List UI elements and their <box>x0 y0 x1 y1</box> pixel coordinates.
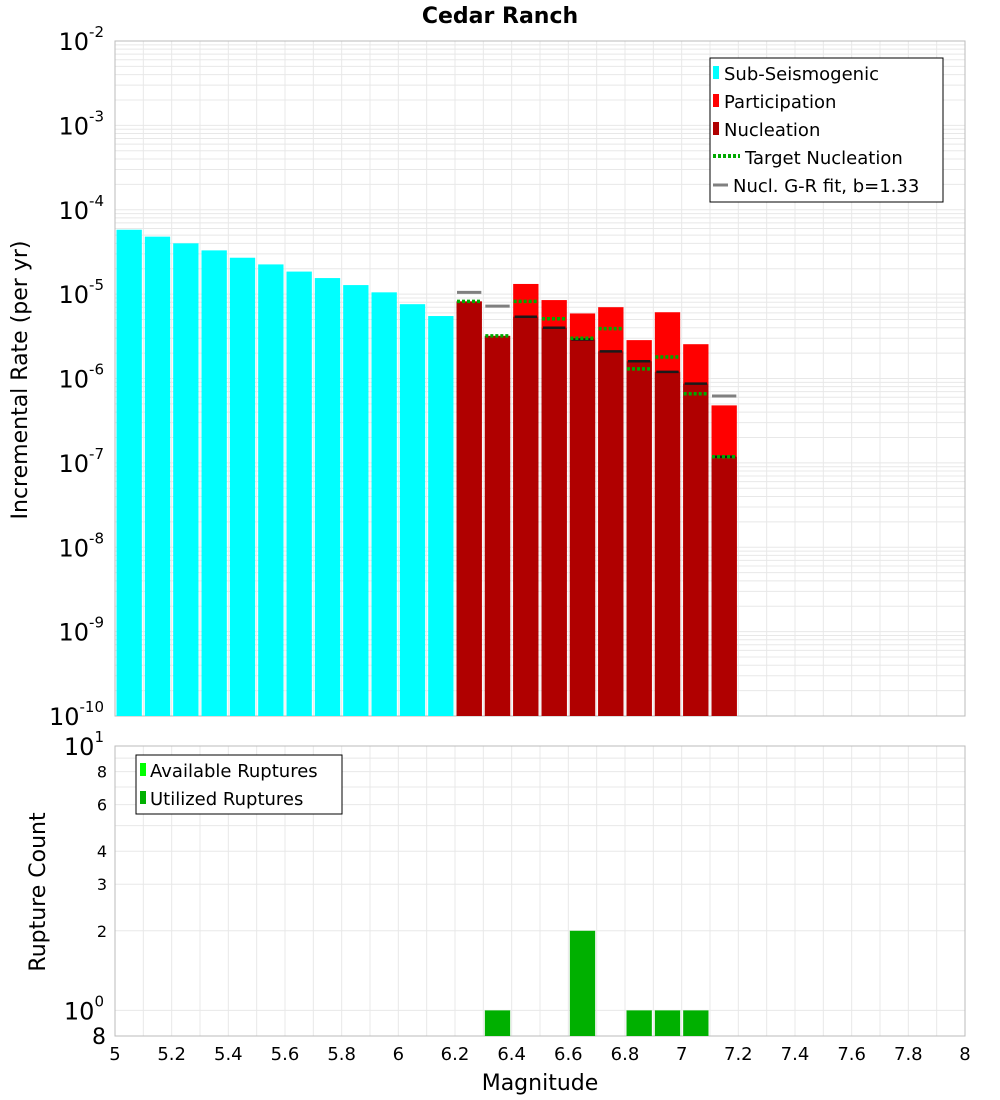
sub-seismogenic-bar <box>229 257 256 716</box>
top-plot-area <box>114 40 966 717</box>
x-tick-label: 7.6 <box>837 1044 866 1065</box>
utilized-ruptures-bar <box>484 1010 511 1036</box>
x-axis-label: Magnitude <box>482 1071 599 1096</box>
top-y-tick-label: 10-6 <box>58 361 104 394</box>
top-legend-frame <box>709 57 944 203</box>
top-y-tick-label: 10-2 <box>58 23 104 56</box>
legend-utilized-label: Utilized Ruptures <box>150 789 303 810</box>
x-tick-label: 7 <box>676 1044 687 1065</box>
top-y-tick-label: 10-9 <box>58 614 104 647</box>
bottom-legend-frame <box>135 754 343 815</box>
top-y-tick-label: 10-7 <box>58 445 104 478</box>
top-y-ticks: 10-2 10-3 10-4 10-5 10-6 10-7 10-8 10-9 10-10 <box>49 23 104 731</box>
legend-sub-seismogenic-label: Sub-Seismogenic <box>724 64 879 85</box>
top-bars <box>116 229 737 717</box>
top-legend: Sub-Seismogenic Participation Nucleation… <box>709 57 944 203</box>
nucleation-bar <box>711 456 737 716</box>
sub-seismogenic-bar <box>144 236 171 716</box>
sub-seismogenic-bar <box>428 316 454 716</box>
sub-seismogenic-bar <box>399 304 426 716</box>
bottom-y-tick-label: 2 <box>97 922 107 941</box>
nucleation-bar <box>569 339 596 716</box>
top-y-tick-label: 10-5 <box>58 276 104 309</box>
x-ticks: 5 5.2 5.4 5.6 5.8 6 6.2 6.4 6.6 6.8 7 7.2 7.4 7.6 7.8 8 <box>109 1044 970 1065</box>
top-fit-lines <box>457 290 737 459</box>
nucleation-bar <box>513 316 539 716</box>
sub-seismogenic-bar <box>116 229 142 717</box>
nucleation-bar <box>541 327 567 716</box>
legend-gr-fit-label: Nucl. G-R fit, b=1.33 <box>733 176 919 197</box>
sub-seismogenic-bar <box>314 278 341 716</box>
x-tick-label: 6.6 <box>554 1044 583 1065</box>
x-tick-label: 5.8 <box>327 1044 356 1065</box>
top-y-axis-label: Incremental Rate (per yr) <box>8 241 33 520</box>
bottom-y-tick-label: 4 <box>97 842 107 861</box>
nucleation-bar <box>683 383 709 716</box>
top-y-tick-label: 10-4 <box>58 192 104 225</box>
bottom-bars <box>484 930 709 1036</box>
x-tick-label: 6.2 <box>441 1044 470 1065</box>
x-tick-label: 8 <box>959 1044 970 1065</box>
legend-nucleation-swatch <box>713 122 719 135</box>
legend-participation-swatch <box>713 94 719 107</box>
x-tick-label: 6 <box>393 1044 404 1065</box>
x-tick-label: 5.2 <box>157 1044 186 1065</box>
sub-seismogenic-bar <box>173 243 199 717</box>
bottom-y-tick-label: 8 <box>97 763 107 782</box>
bottom-plot-area <box>114 745 966 1037</box>
sub-seismogenic-bar <box>286 271 312 716</box>
nucleation-bar <box>626 361 652 716</box>
legend-utilized-swatch <box>140 791 146 804</box>
x-tick-label: 5.6 <box>271 1044 300 1065</box>
x-tick-label: 7.8 <box>894 1044 923 1065</box>
bottom-y-axis-label: Rupture Count <box>26 812 51 972</box>
utilized-ruptures-bar <box>626 1010 652 1036</box>
top-y-tick-label: 10-8 <box>58 529 104 562</box>
legend-available-swatch <box>140 763 146 776</box>
bottom-y-tick-label: 8 <box>92 1025 106 1050</box>
x-tick-label: 5 <box>109 1044 120 1065</box>
x-tick-label: 5.4 <box>214 1044 243 1065</box>
legend-target-nucleation-label: Target Nucleation <box>744 148 903 169</box>
nucleation-bar <box>456 301 482 716</box>
bottom-legend: Available Ruptures Utilized Ruptures <box>135 754 343 815</box>
x-tick-label: 7.4 <box>781 1044 810 1065</box>
utilized-ruptures-bar <box>569 930 596 1036</box>
legend-sub-seismogenic-swatch <box>713 66 719 79</box>
utilized-ruptures-bar <box>683 1010 709 1036</box>
nucleation-bar <box>654 371 681 716</box>
sub-seismogenic-bar <box>201 250 227 717</box>
top-y-tick-label: 10-3 <box>58 107 104 140</box>
legend-nucleation-label: Nucleation <box>724 120 820 141</box>
legend-participation-label: Participation <box>724 92 836 113</box>
top-y-tick-label: 10-10 <box>49 698 104 731</box>
sub-seismogenic-bar <box>343 285 369 716</box>
bottom-y-tick-label: 100 <box>64 992 104 1025</box>
x-tick-label: 7.2 <box>724 1044 753 1065</box>
x-tick-label: 6.8 <box>611 1044 640 1065</box>
bottom-y-tick-label: 3 <box>97 875 107 894</box>
nucleation-bar <box>484 335 511 716</box>
bottom-y-tick-label: 101 <box>64 728 104 761</box>
bottom-y-tick-label: 6 <box>97 796 107 815</box>
sub-seismogenic-bar <box>258 264 284 716</box>
utilized-ruptures-bar <box>654 1010 681 1036</box>
legend-available-label: Available Ruptures <box>150 761 318 782</box>
nucleation-bar <box>598 351 624 716</box>
chart-title: Cedar Ranch <box>422 4 578 29</box>
sub-seismogenic-bar <box>371 292 397 716</box>
x-tick-label: 6.4 <box>497 1044 526 1065</box>
